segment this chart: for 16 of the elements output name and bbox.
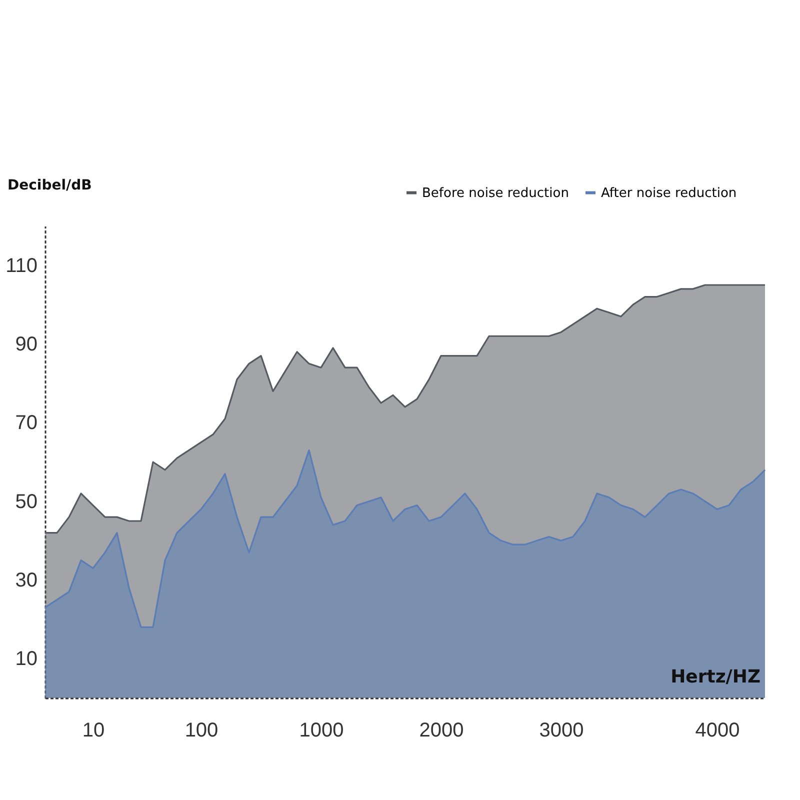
y-tick-label: 30 [15, 570, 38, 592]
y-tick-label: 90 [15, 334, 38, 356]
x-axis-title: Hertz/HZ [670, 666, 760, 688]
x-tick-label: 100 [184, 720, 218, 742]
y-axis-title: Decibel/dB [8, 178, 92, 194]
y-tick-label: 70 [15, 412, 38, 434]
legend-label: Before noise reduction [422, 186, 569, 201]
x-tick-label: 4000 [695, 720, 740, 742]
legend-label: After noise reduction [601, 186, 737, 201]
y-tick-label: 10 [15, 648, 38, 670]
x-tick-label: 1000 [299, 720, 344, 742]
y-tick-label: 50 [15, 490, 38, 513]
x-tick-label: 3000 [539, 720, 584, 742]
x-tick-label: 2000 [419, 720, 464, 742]
x-tick-label: 10 [82, 720, 105, 742]
y-tick-label: 110 [6, 254, 38, 277]
